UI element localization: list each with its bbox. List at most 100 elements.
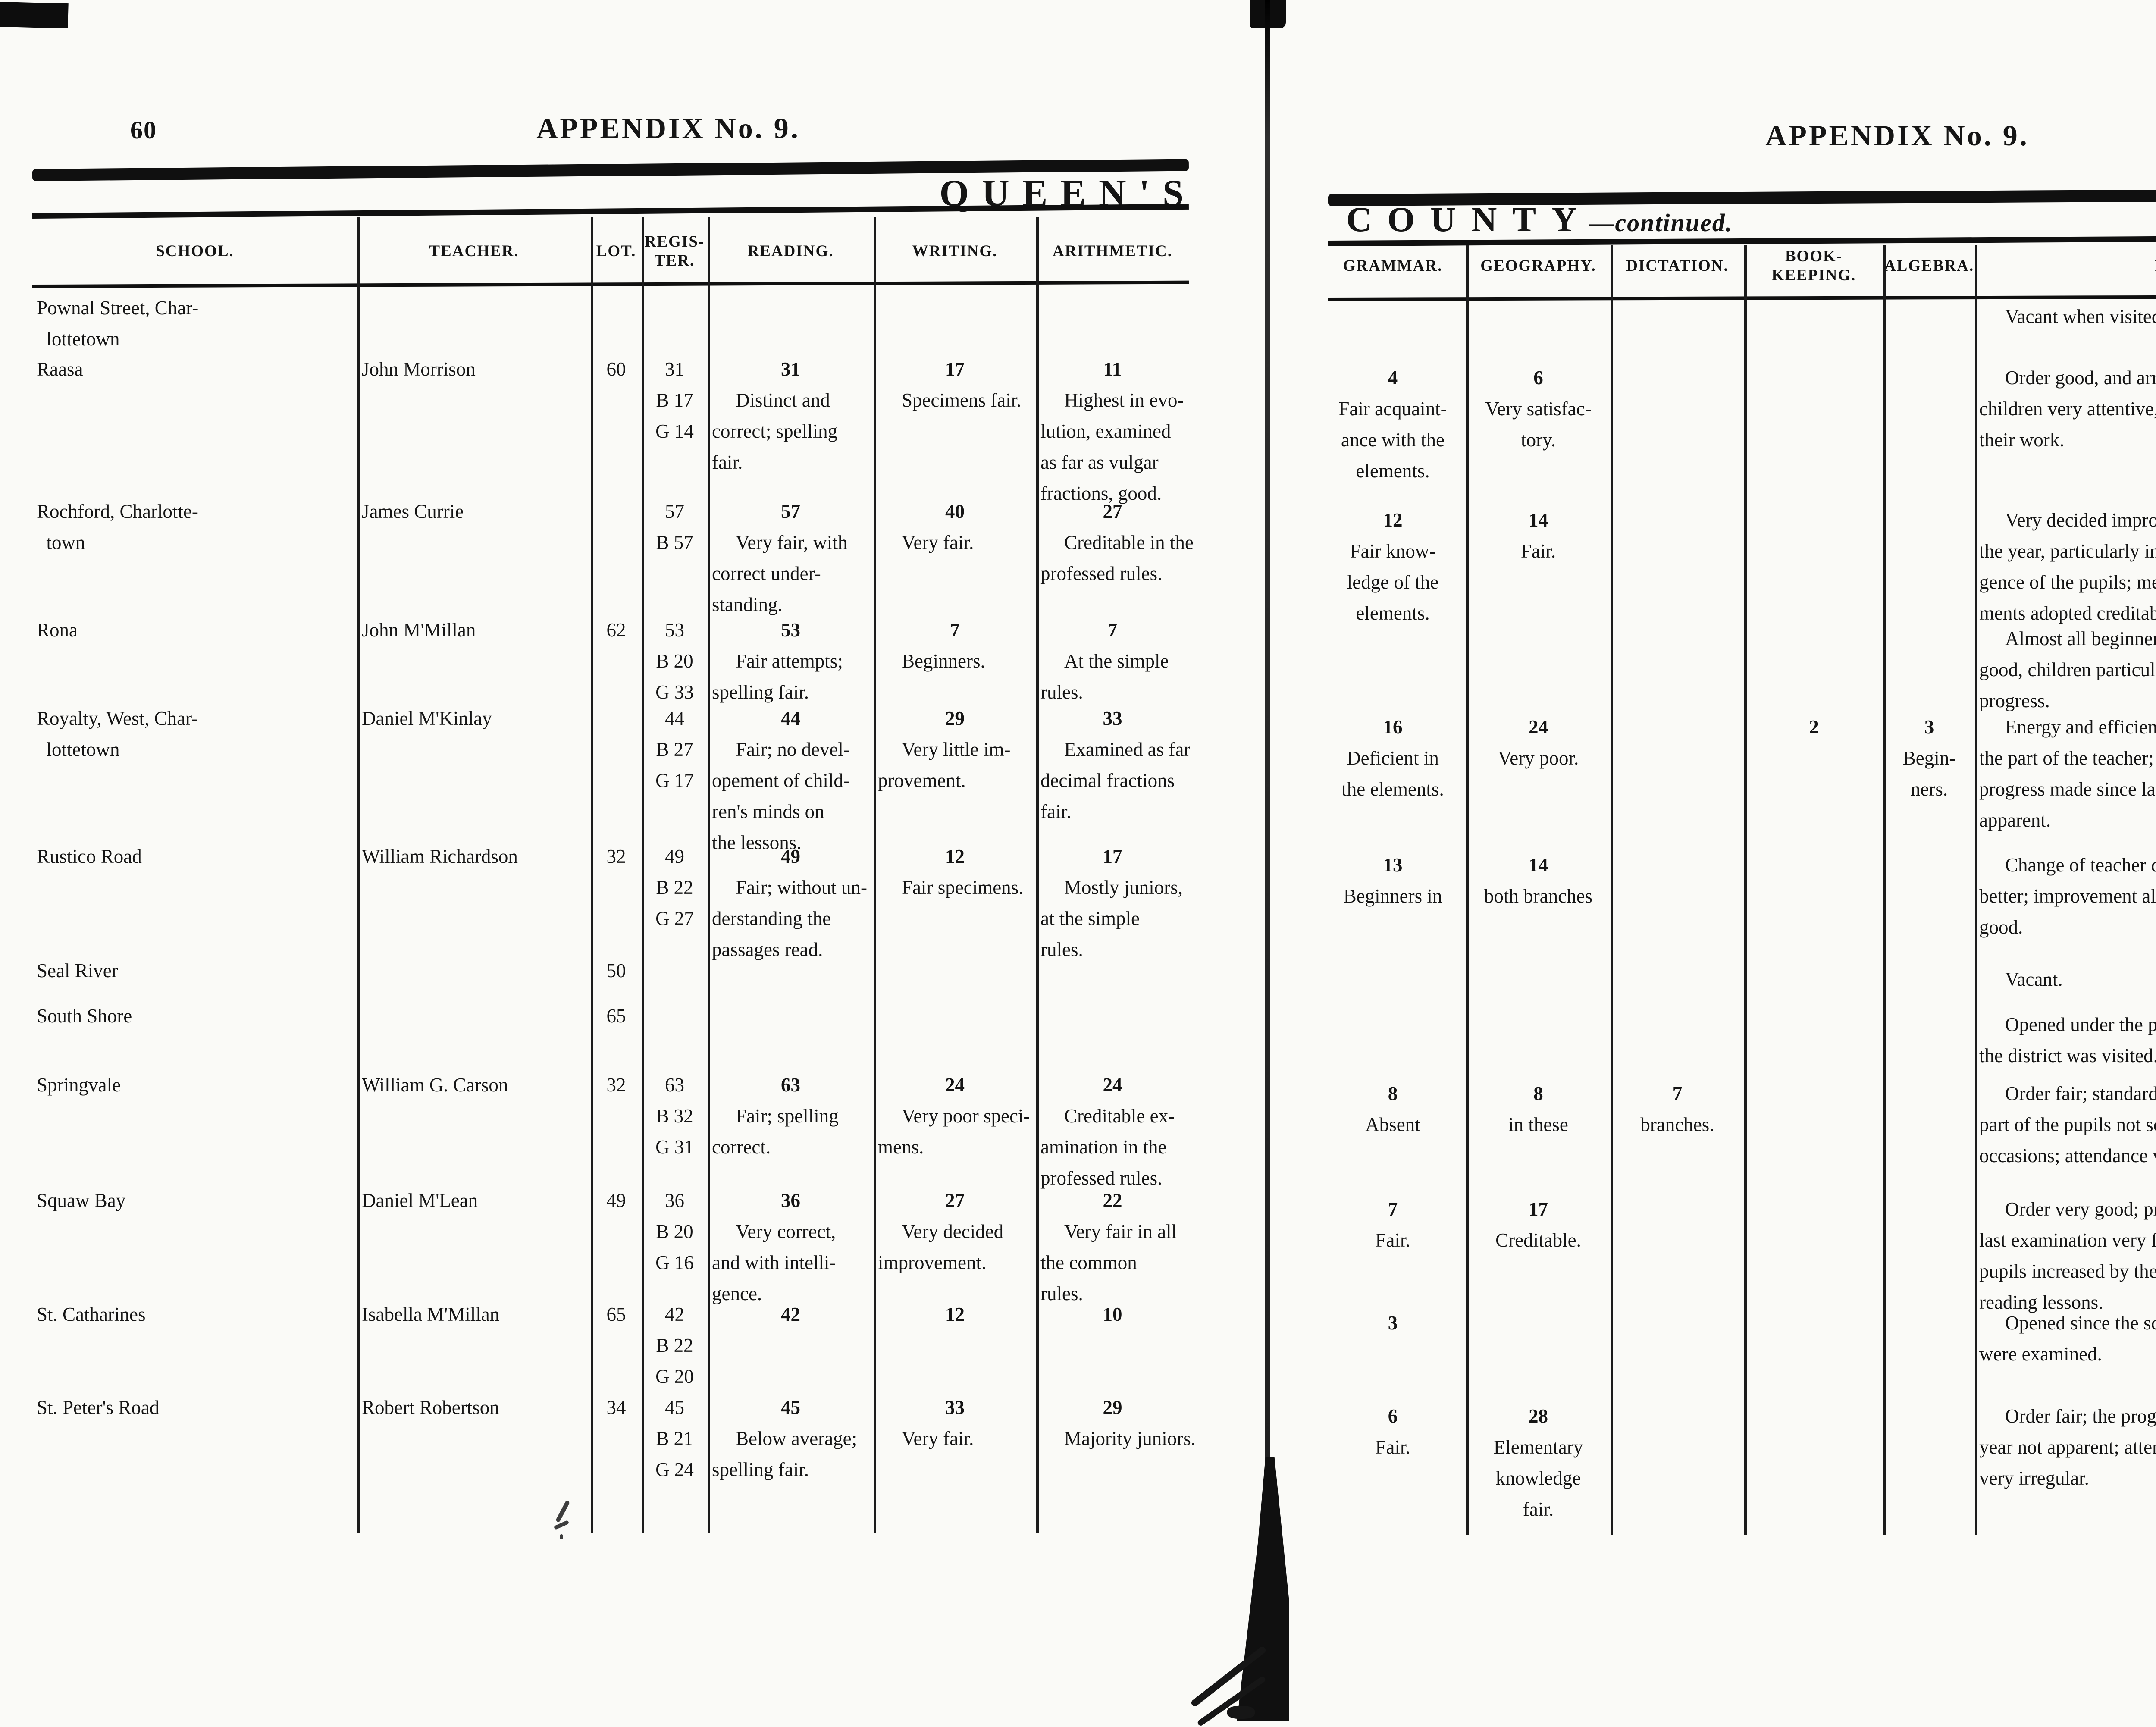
grammar-cell-number: 13 (1383, 854, 1403, 876)
reading-cell (708, 292, 874, 354)
remarks-cell: Opened since the schools of the Township… (1975, 1307, 2156, 1370)
column-header-register: REGIS- TER. (644, 232, 705, 270)
writing-cell-number: 24 (945, 1074, 965, 1096)
column-header-teacher: TEACHER. (429, 242, 519, 260)
register-cell: 42 B 22 G 20 (655, 1304, 694, 1387)
reading-cell: 31 Distinct and correct; spelling fair. (708, 354, 874, 509)
table-row: Opened under the present teacher since t… (1319, 1009, 2156, 1071)
dictation-cell (1611, 301, 1744, 332)
writing-cell: 17 Specimens fair. (874, 354, 1036, 509)
writing-cell (874, 292, 1036, 354)
writing-cell: 12 (874, 1299, 1036, 1392)
geography-cell (1466, 1307, 1611, 1370)
writing-cell (874, 1000, 1036, 1031)
table-row: 6 Fair. 28 Elementary knowledge fair. Order … (1319, 1401, 2156, 1525)
arithmetic-cell: 22 Very fair in all the common rules. (1036, 1185, 1189, 1309)
grammar-cell-number: 7 (1388, 1198, 1398, 1220)
remarks-text: Opened since the schools of the Township… (1979, 1312, 2156, 1365)
remarks-cell: Very decided improvement made during the… (1975, 505, 2156, 629)
table-row: South Shore 65 (32, 1000, 1189, 1031)
right-page-header: APPENDIX No. 9. (1765, 119, 2029, 152)
reading-cell-number: 36 (781, 1190, 800, 1211)
grammar-cell-text: Fair know- ledge of the elements. (1347, 540, 1439, 624)
geography-cell-text: Very poor. (1498, 747, 1579, 769)
table-row: 16 Deficient in the elements. 24 Very poor.… (1319, 711, 2156, 836)
geography-cell-number: 14 (1529, 509, 1548, 531)
grammar-cell: 12 Fair know- ledge of the elements. (1319, 505, 1466, 629)
column-header-bookkeeping: BOOK- KEEPING. (1771, 248, 1856, 284)
geography-cell-number: 28 (1529, 1405, 1548, 1427)
table-row: Rustico Road William Richardson 32 49 B 22 … (32, 841, 1189, 965)
remarks-text: Opened under the present teacher since t… (1979, 1014, 2156, 1066)
left-page-number: 60 (130, 116, 157, 144)
remarks-cell: Order fair; standard of intelligence on … (1975, 1078, 2156, 1171)
reading-cell-number: 44 (781, 708, 800, 729)
arithmetic-cell-text: Highest in evo- lution, examined as far … (1040, 389, 1184, 504)
remarks-cell: Energy and efficiency much wanted on the… (1975, 711, 2156, 836)
arithmetic-cell-text: Examined as far decimal fractions fair. (1040, 739, 1191, 822)
reading-cell-text: Fair attempts; spelling fair. (712, 650, 843, 703)
geography-cell (1466, 964, 1611, 995)
register-cell: 49 B 22 G 27 (655, 846, 694, 929)
reading-cell: 49 Fair; without un- derstanding the pass… (708, 841, 874, 965)
geography-cell-text: Creditable. (1495, 1229, 1581, 1251)
lot-cell: 32 (606, 846, 626, 867)
register-cell: 53 B 20 G 33 (655, 619, 694, 703)
lot-cell: 62 (606, 619, 626, 641)
right-table-header: GRAMMAR. GEOGRAPHY. DICTATION. BOOK- KEE… (1319, 238, 2156, 294)
register-cell (642, 292, 708, 354)
register-cell: 31 B 17 G 14 (655, 358, 694, 442)
teacher-cell: Daniel M'Kinlay (362, 708, 492, 729)
column-header-reading: READING. (747, 242, 834, 260)
scan-artifact-top-left (0, 1, 69, 29)
column-header-dictation: DICTATION. (1626, 257, 1729, 275)
dictation-cell (1611, 623, 1744, 716)
bookkeeping-cell: 2 (1744, 711, 1883, 836)
writing-cell-number: 7 (950, 619, 960, 641)
table-row: 3 Opened since the schools of the Townshi… (1319, 1307, 2156, 1370)
grammar-cell-number: 16 (1383, 716, 1403, 738)
lot-cell: 65 (606, 1304, 626, 1325)
bookkeeping-cell (1744, 505, 1883, 629)
algebra-cell (1883, 1078, 1975, 1171)
arithmetic-cell-number: 11 (1103, 358, 1122, 380)
writing-cell: 7 Beginners. (874, 614, 1036, 708)
lot-cell (591, 703, 642, 858)
arithmetic-cell: 7 At the simple rules. (1036, 614, 1189, 708)
grammar-cell-number: 4 (1388, 367, 1398, 389)
writing-cell-text: Fair specimens. (902, 877, 1024, 898)
register-cell (642, 955, 708, 986)
dictation-cell (1611, 964, 1744, 995)
dictation-cell (1611, 711, 1744, 836)
remarks-text: Vacant. (2005, 968, 2063, 990)
reading-cell-text: Fair; no devel- opement of child- ren's … (712, 739, 850, 853)
book-gutter-shadow (1265, 0, 1270, 1721)
reading-cell: 53 Fair attempts; spelling fair. (708, 614, 874, 708)
grammar-cell: 13 Beginners in (1319, 849, 1466, 943)
arithmetic-cell: 29 Majority juniors. (1036, 1392, 1196, 1485)
grammar-cell-text: Fair. (1375, 1436, 1410, 1458)
school-cell: St. Peter's Road (37, 1397, 160, 1418)
register-cell: 36 B 20 G 16 (655, 1190, 694, 1273)
reading-cell (708, 1000, 874, 1031)
school-cell: Raasa (37, 358, 83, 380)
reading-cell (708, 955, 874, 986)
geography-cell: 14 both branches (1466, 849, 1611, 943)
arithmetic-cell-text: Majority juniors. (1064, 1428, 1196, 1449)
table-row: St. Catharines Isabella M'Millan 65 42 B 22… (32, 1299, 1189, 1392)
teacher-cell (357, 1000, 591, 1031)
right-column-rule (1466, 245, 1469, 1535)
writing-cell: 40 Very fair. (874, 496, 1036, 620)
algebra-cell (1883, 964, 1975, 995)
writing-cell-text: Very fair. (902, 1428, 974, 1449)
algebra-cell (1883, 301, 1975, 332)
grammar-cell (1319, 301, 1466, 332)
reading-cell-text: Below average; spelling fair. (712, 1428, 857, 1480)
arithmetic-cell (1036, 955, 1189, 986)
grammar-cell-number: 12 (1383, 509, 1403, 531)
grammar-cell: 4 Fair acquaint- ance with the elements. (1319, 362, 1466, 486)
reading-cell: 44 Fair; no devel- opement of child- ren'… (708, 703, 874, 858)
reading-cell: 45 Below average; spelling fair. (708, 1392, 874, 1485)
